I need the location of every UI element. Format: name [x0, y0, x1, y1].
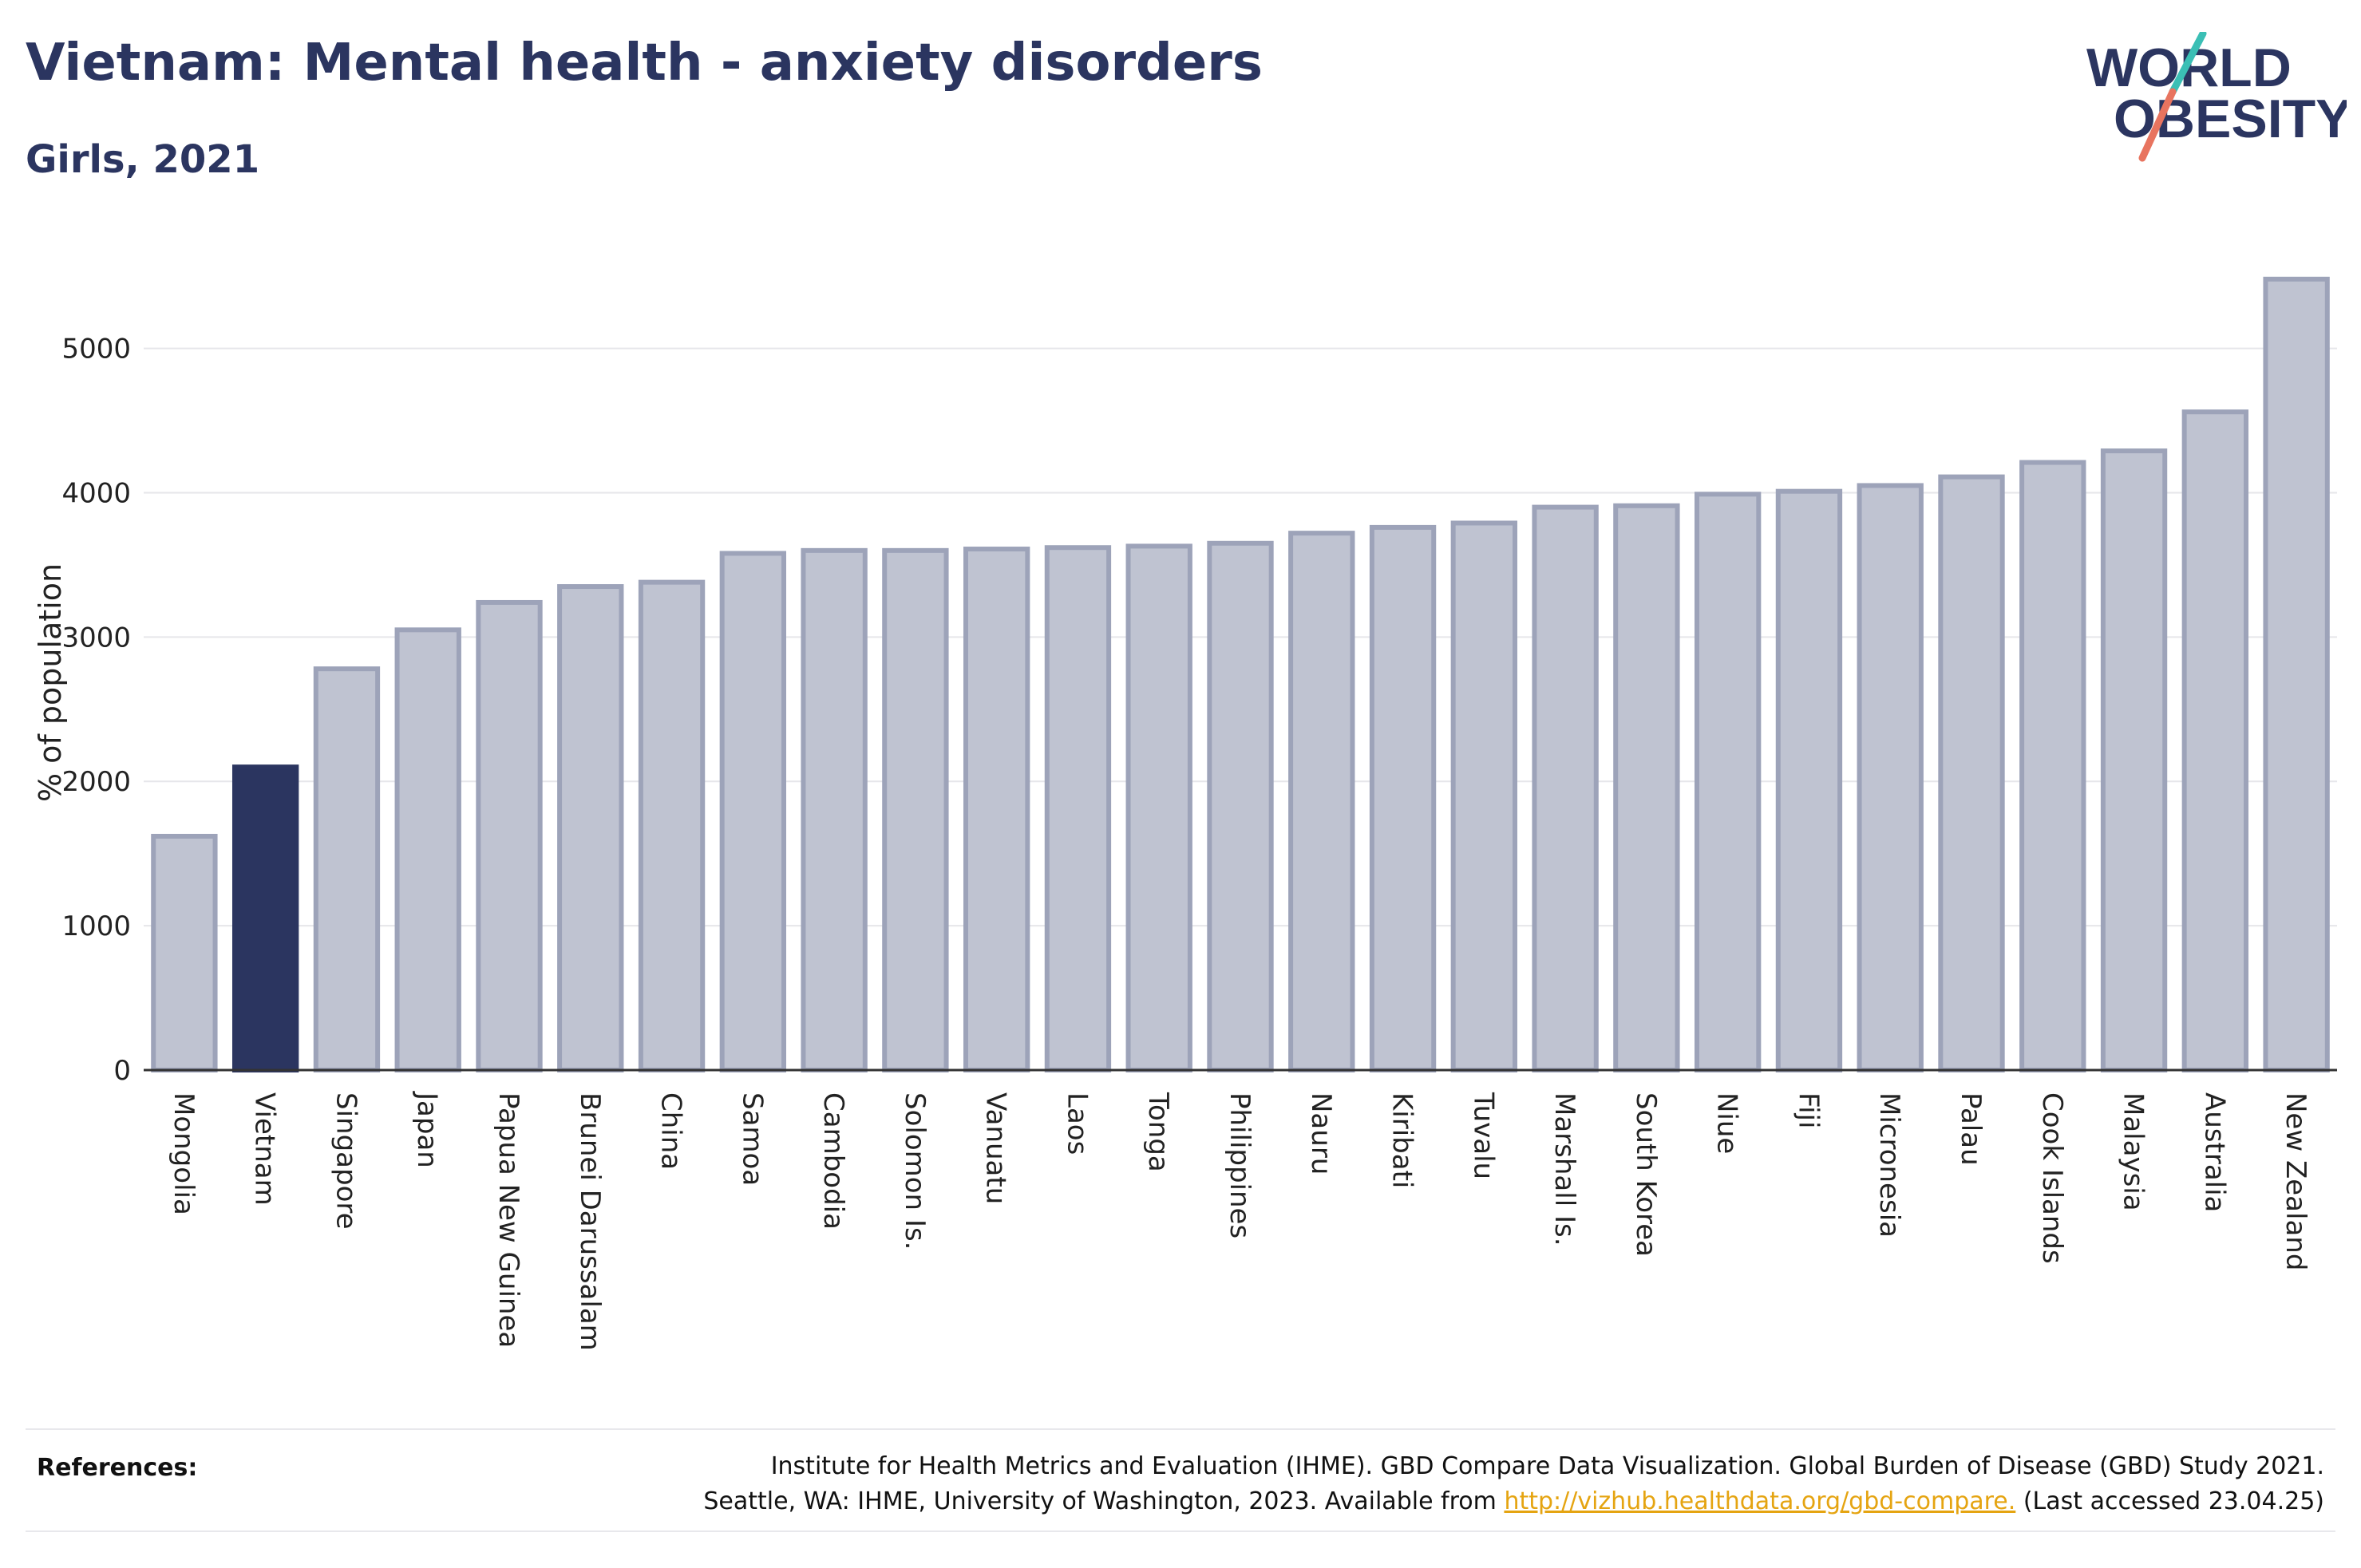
bar [638, 579, 706, 1072]
bar [313, 666, 381, 1072]
x-tick-label: Fiji [1792, 1092, 1824, 1128]
x-tick-label: Philippines [1224, 1092, 1256, 1238]
x-tick-label: Samoa [736, 1092, 768, 1186]
x-tick-label: China [655, 1092, 687, 1170]
bar [1207, 540, 1274, 1072]
y-tick-label: 0 [113, 1055, 131, 1087]
bar [1857, 483, 1924, 1072]
x-tick-label: Solomon Is. [899, 1092, 931, 1250]
logo-slash-coral [2138, 88, 2177, 162]
bar [1775, 488, 1843, 1072]
page-subtitle: Girls, 2021 [26, 137, 260, 182]
references-line-1: Institute for Health Metrics and Evaluat… [770, 1452, 2324, 1480]
x-tick-label: Cambodia [817, 1092, 849, 1230]
references-line-2-suffix: (Last accessed 23.04.25) [2023, 1487, 2324, 1515]
bar [1369, 524, 1437, 1072]
y-tick-label: 2000 [61, 766, 131, 798]
y-axis-label: % of population [33, 563, 68, 802]
bar [1694, 492, 1762, 1072]
bar [963, 547, 1030, 1072]
world-obesity-logo: WORLD OBESITY [2086, 32, 2347, 162]
bar [557, 584, 624, 1072]
references-panel: References: Institute for Health Metrics… [26, 1428, 2335, 1532]
bar [2019, 460, 2086, 1072]
x-tick-label: Malaysia [2118, 1092, 2149, 1211]
x-tick-label: Australia [2198, 1092, 2230, 1212]
bar [2100, 448, 2168, 1072]
references-link[interactable]: http://vizhub.healthdata.org/gbd-compare… [1504, 1487, 2016, 1515]
bar [882, 547, 949, 1072]
x-tick-label: Laos [1061, 1092, 1093, 1155]
x-tick-label: Marshall Is. [1548, 1092, 1580, 1246]
x-tick-label: Cook Islands [2036, 1092, 2068, 1264]
x-tick-label: Micronesia [1873, 1092, 1905, 1238]
bar [2263, 276, 2330, 1072]
references-label: References: [37, 1454, 198, 1482]
bar [1532, 504, 1599, 1072]
x-tick-label: Vietnam [249, 1092, 281, 1206]
bar [2181, 409, 2249, 1072]
bar [394, 627, 461, 1072]
bar [476, 599, 543, 1072]
x-tick-label: Tonga [1142, 1092, 1174, 1172]
bar [151, 833, 218, 1073]
x-tick-label: Niue [1711, 1092, 1743, 1154]
bar [1125, 543, 1192, 1072]
bar [1450, 520, 1518, 1072]
references-line-2: Seattle, WA: IHME, University of Washing… [703, 1484, 2324, 1519]
y-tick-label: 1000 [61, 910, 131, 942]
x-tick-label: Kiribati [1386, 1092, 1418, 1188]
x-tick-label: Nauru [1305, 1092, 1337, 1175]
y-tick-label: 5000 [61, 334, 131, 365]
references-text: Institute for Health Metrics and Evaluat… [703, 1449, 2324, 1519]
x-tick-label: Japan [411, 1091, 443, 1168]
x-tick-label: Mongolia [168, 1092, 200, 1215]
x-tick-label: Vanuatu [980, 1092, 1012, 1204]
x-tick-label: Brunei Darussalam [574, 1092, 606, 1351]
page-title: Vietnam: Mental health - anxiety disorde… [26, 34, 1263, 93]
bar [1613, 503, 1680, 1072]
x-tick-label: Palau [1955, 1092, 1987, 1166]
y-tick-label: 4000 [61, 477, 131, 509]
bar-chart: 0 1000 2000 3000 4000 5000 % of population Mong… [33, 276, 2337, 1351]
x-tick-label: Tuvalu [1467, 1092, 1499, 1179]
bar [801, 547, 868, 1072]
x-tick-label: Singapore [330, 1092, 362, 1230]
bar [1044, 545, 1112, 1072]
x-tick-label: New Zealand [2280, 1092, 2312, 1270]
bar [1288, 531, 1355, 1072]
y-tick-label: 3000 [61, 622, 131, 654]
logo-slash-teal [2169, 32, 2207, 96]
bar [231, 764, 299, 1072]
x-tick-label: South Korea [1630, 1092, 1662, 1257]
x-tick-label: Papua New Guinea [492, 1092, 524, 1348]
references-line-2-prefix: Seattle, WA: IHME, University of Washing… [703, 1487, 1497, 1515]
bar [1938, 474, 2005, 1072]
bar [719, 551, 787, 1072]
